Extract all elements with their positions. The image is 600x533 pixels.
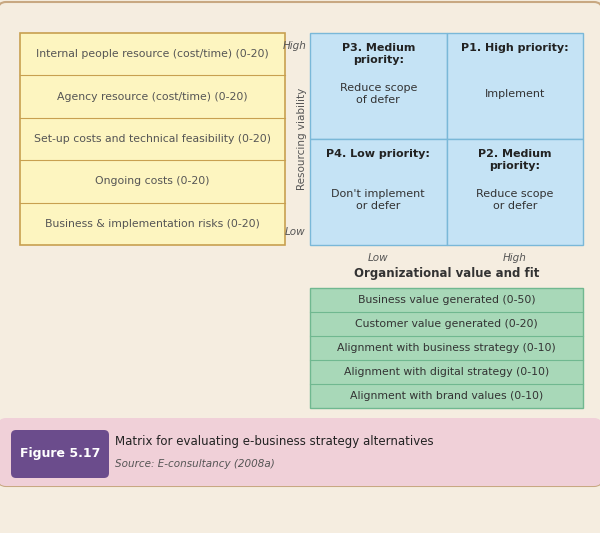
Text: High: High	[503, 253, 527, 263]
Text: Resourcing viability: Resourcing viability	[297, 88, 307, 190]
FancyBboxPatch shape	[0, 418, 600, 486]
Text: Set-up costs and technical feasibility (0-20): Set-up costs and technical feasibility (…	[34, 134, 271, 144]
Text: P1. High priority:: P1. High priority:	[461, 43, 569, 53]
Text: P3. Medium
priority:: P3. Medium priority:	[341, 43, 415, 66]
Text: Don't implement
or defer: Don't implement or defer	[331, 189, 425, 211]
Text: Alignment with brand values (0-10): Alignment with brand values (0-10)	[350, 391, 543, 401]
Text: Ongoing costs (0-20): Ongoing costs (0-20)	[95, 176, 210, 187]
Text: Low: Low	[284, 227, 305, 237]
Text: Organizational value and fit: Organizational value and fit	[354, 267, 539, 280]
Bar	[446, 33, 583, 139]
Text: Alignment with business strategy (0-10): Alignment with business strategy (0-10)	[337, 343, 556, 353]
Text: Reduce scope
or defer: Reduce scope or defer	[476, 189, 553, 211]
Text: Internal people resource (cost/time) (0-20): Internal people resource (cost/time) (0-…	[36, 49, 269, 59]
Text: P4. Low priority:: P4. Low priority:	[326, 149, 430, 159]
Bar	[310, 33, 446, 139]
Text: High: High	[283, 41, 307, 51]
Text: Business & implementation risks (0-20): Business & implementation risks (0-20)	[45, 219, 260, 229]
Text: Low: Low	[368, 253, 389, 263]
FancyBboxPatch shape	[11, 430, 109, 478]
FancyBboxPatch shape	[0, 2, 600, 486]
Text: Reduce scope
of defer: Reduce scope of defer	[340, 83, 417, 105]
Bar	[310, 288, 583, 408]
Text: Matrix for evaluating e-business strategy alternatives: Matrix for evaluating e-business strateg…	[115, 435, 434, 448]
Text: Business value generated (0-50): Business value generated (0-50)	[358, 295, 535, 305]
Text: Implement: Implement	[485, 89, 545, 99]
Text: Customer value generated (0-20): Customer value generated (0-20)	[355, 319, 538, 329]
Text: Figure 5.17: Figure 5.17	[20, 448, 100, 461]
Bar	[310, 139, 446, 245]
Text: Source: E-consultancy (2008a): Source: E-consultancy (2008a)	[115, 459, 275, 469]
Bar	[20, 33, 285, 245]
Text: Agency resource (cost/time) (0-20): Agency resource (cost/time) (0-20)	[57, 92, 248, 102]
Bar	[446, 139, 583, 245]
Text: P2. Medium
priority:: P2. Medium priority:	[478, 149, 551, 172]
Text: Alignment with digital strategy (0-10): Alignment with digital strategy (0-10)	[344, 367, 549, 377]
